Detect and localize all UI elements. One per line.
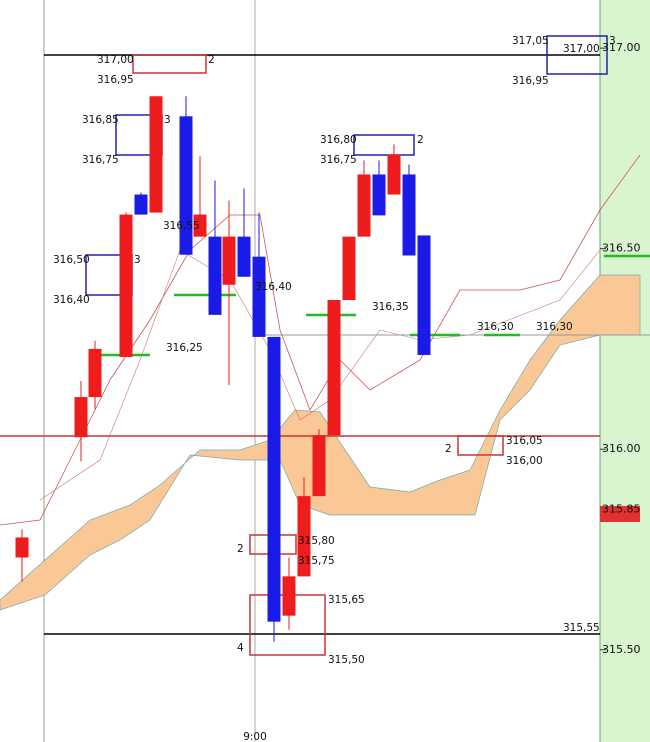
annotation: 3 <box>164 114 171 126</box>
candle-body <box>119 214 133 357</box>
candle-body <box>342 236 356 301</box>
candle-body <box>179 116 193 255</box>
candle-body <box>222 236 236 285</box>
candle-body <box>282 576 296 616</box>
annotation: 316,25 <box>166 342 203 354</box>
candle-body <box>297 496 311 577</box>
price-panel <box>600 0 650 742</box>
candle-body <box>237 236 251 277</box>
annotation: 316,85 <box>82 114 119 126</box>
y-tick-label: 317.00 <box>602 41 641 54</box>
candle-body <box>15 537 29 558</box>
candle-body <box>193 214 207 237</box>
annotation: 2 <box>208 54 215 66</box>
annotation: 316,40 <box>53 294 90 306</box>
annotation: 2 <box>417 134 424 146</box>
candle-body <box>252 256 266 337</box>
candle-body <box>417 235 431 355</box>
candle-body <box>387 154 401 195</box>
annotation: 315,55 <box>563 622 600 634</box>
annotation: 3 <box>609 35 616 47</box>
x-tick-label: 9:00 <box>243 731 267 742</box>
annotation: 317,00 <box>563 43 600 55</box>
annotation: 316,95 <box>97 74 134 86</box>
span-line <box>0 154 641 526</box>
annotation: 316,30 <box>477 321 514 333</box>
candle-body <box>88 348 102 398</box>
annotation: 316,75 <box>82 154 119 166</box>
annotation: 316,55 <box>163 220 200 232</box>
candle-body <box>134 194 148 215</box>
candle-body <box>267 336 281 622</box>
annotation: 315,65 <box>328 594 365 606</box>
annotation: 316,95 <box>512 75 549 87</box>
annotation: 316,40 <box>255 281 292 293</box>
annotation: 3 <box>134 254 141 266</box>
annotation: 317,05 <box>512 35 549 47</box>
annotation: 316,50 <box>53 254 90 266</box>
annotation: 315,80 <box>298 535 335 547</box>
annotation: 316,30 <box>536 321 573 333</box>
annotation: 316,00 <box>506 455 543 467</box>
annotation: 315,75 <box>298 555 335 567</box>
annotation: 4 <box>237 642 244 654</box>
candle-body <box>74 397 88 438</box>
annotation: 316,75 <box>320 154 357 166</box>
boxes <box>85 35 608 656</box>
candle-body <box>208 236 222 315</box>
annotation: 316,05 <box>506 435 543 447</box>
candle-body <box>372 174 386 216</box>
candle-body <box>149 96 163 213</box>
candle-body <box>312 435 326 497</box>
annotation: 2 <box>237 543 244 555</box>
candle-body <box>357 174 371 237</box>
last-price-label: 315.85 <box>602 502 641 515</box>
y-tick-label: 316.00 <box>602 442 641 455</box>
candle-body <box>402 174 416 256</box>
candle-body <box>327 300 341 436</box>
last-price-box <box>600 506 640 522</box>
annotation: 316,80 <box>320 134 357 146</box>
annotation: 315,50 <box>328 654 365 666</box>
annotation: 2 <box>445 443 452 455</box>
annotation: 317,00 <box>97 54 134 66</box>
annotation: 316,35 <box>372 301 409 313</box>
y-tick-label: 316.50 <box>602 242 641 255</box>
y-tick-label: 315.50 <box>602 643 641 656</box>
